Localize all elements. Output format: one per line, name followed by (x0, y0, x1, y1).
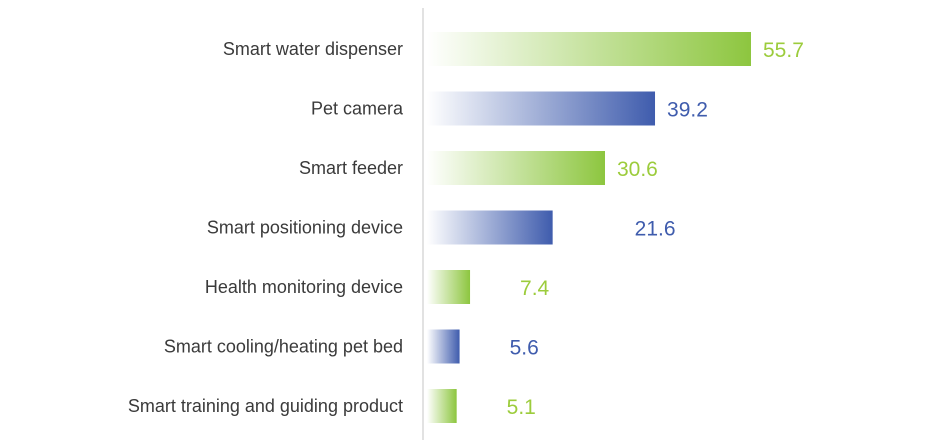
bar (427, 270, 471, 304)
category-label: Smart feeder (299, 158, 403, 178)
category-label: Smart positioning device (207, 218, 403, 238)
category-label: Smart training and guiding product (128, 396, 403, 416)
category-label: Pet camera (311, 99, 404, 119)
value-label: 55.7 (763, 39, 804, 62)
value-label: 7.4 (520, 277, 550, 300)
bar (427, 389, 457, 423)
value-label: 39.2 (667, 99, 708, 122)
value-label: 30.6 (617, 158, 658, 181)
bars-group: Smart water dispenser 55.7 Pet camera 39.2 S… (128, 32, 804, 423)
value-label: 21.6 (635, 218, 676, 241)
bar (427, 210, 553, 245)
value-label: 5.1 (507, 396, 536, 419)
value-label: 5.6 (510, 337, 539, 360)
bar (427, 32, 751, 66)
category-label: Smart cooling/heating pet bed (164, 337, 403, 357)
bar (427, 91, 656, 126)
bar (427, 329, 460, 364)
category-label: Health monitoring device (205, 277, 403, 297)
category-label: Smart water dispenser (223, 39, 403, 59)
bar (427, 151, 605, 185)
